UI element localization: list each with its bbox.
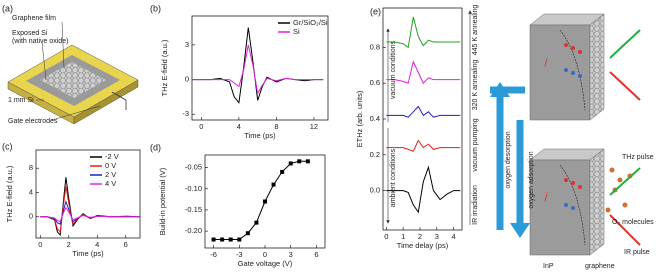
schematic-label: oxygen desorption [505,131,512,188]
y-tick-label: 0 [29,212,33,221]
x-tick-label: 0 [38,240,42,249]
device-diagram [7,21,139,125]
annotation: 320 K annealing [472,60,479,111]
annotation: vacuum pumping [472,118,479,171]
schematic-label: oxygen adsorption [528,151,535,208]
x-axis-label: Time (ps) [244,131,276,140]
schematic-label: graphene [585,263,615,270]
x-tick-label: 4 [95,240,99,249]
schematic [490,13,641,256]
panel-label: (a) [2,3,13,13]
y-axis-label: Build-in potential (V) [158,167,167,235]
y-tick-label: -0.15 [185,205,202,214]
x-tick-label: -6 [210,250,217,259]
y-tick-label: 0.2 [370,150,380,159]
data-point [271,182,276,187]
series-line [386,60,461,85]
y-tick-label: 0 [185,75,189,84]
data-point [305,159,310,164]
x-tick-label: 4 [452,232,456,241]
x-tick-label: 3 [435,232,439,241]
data-point [211,237,216,242]
data-point [220,237,225,242]
panel-label: (d) [150,142,161,152]
x-tick-label: 3 [289,250,293,259]
series-line [40,177,141,237]
annotation: ambient conditions [390,148,397,207]
y-tick-label: -0.10 [185,184,202,193]
y-tick-label: -0.05 [185,163,202,172]
panel-label: (c) [2,141,13,151]
schematic-label: InP [543,263,554,270]
y-tick-label: -0.20 [185,226,202,235]
diagram-label: Graphene film [12,15,56,22]
y-tick-label: 0.0 [370,186,380,195]
y-tick-label: 0.4 [370,114,380,123]
legend-label: 4 V [105,179,116,188]
data-point [280,169,285,174]
schematic-label: IR pulse [624,249,650,256]
current-label: j [543,57,548,68]
legend-label: 2 V [105,170,116,179]
panel-label: (b) [150,3,161,13]
series-line [386,16,461,49]
series-line [386,139,461,152]
plot-frame [191,15,329,121]
y-tick-label: 0.8 [370,42,380,51]
x-tick-label: 6 [124,240,128,249]
panel-label: (e) [370,6,381,16]
annotation: vacuum conditions [390,41,397,99]
x-tick-label: 0 [199,122,203,131]
schematic-label: O₂ molecules [612,219,654,226]
diagram-label: Gate electrodes [8,118,58,125]
data-point [237,237,242,242]
legend-label: -2 V [105,152,119,161]
y-tick-label: 0.6 [370,78,380,87]
legend-label: Si [293,27,300,36]
x-tick-label: 6 [314,250,318,259]
y-axis-label: THz E-field (a.u.) [160,39,169,96]
series-line [386,105,461,118]
legend-label: 0 V [105,161,116,170]
data-point [228,237,233,242]
series-line [213,160,308,240]
annotation: IR irradiation [472,185,479,225]
diagram-label: Exposed Si [12,30,48,37]
y-tick-label: 3 [185,40,189,49]
y-axis-label: ETHz (arb. units) [355,90,364,147]
series-line [386,165,461,214]
diagram-label: 1 mm Si [8,97,34,104]
x-tick-label: -3 [236,250,243,259]
x-axis-label: Time delay (ps) [397,241,449,250]
x-tick-label: 4 [237,122,241,131]
data-point [263,199,267,204]
x-tick-label: 0 [384,232,388,241]
current-label: j [543,192,548,203]
y-tick-label: 8 [29,163,33,172]
data-point [254,220,259,225]
x-axis-label: Gate voltage (V) [238,259,293,268]
legend-label: Gr/SiO₂/Si [293,18,328,27]
annotation: 445 K annealing [472,5,479,56]
x-axis-label: Time (ps) [72,249,104,258]
diagram-label: (with native oxide) [12,38,68,45]
x-tick-label: 1 [401,232,405,241]
series-line [40,206,140,223]
x-tick-label: 2 [67,240,71,249]
schematic-label: THz pulse [622,154,654,161]
data-point [288,161,293,166]
series-line [192,44,324,95]
y-tick-label: 4 [29,187,33,196]
x-tick-label: 2 [418,232,422,241]
x-tick-label: 0 [263,250,267,259]
x-tick-label: 8 [274,122,278,131]
data-point [245,231,250,236]
plot-frame [35,149,141,239]
y-axis-label: THz E-field (a.u.) [5,165,14,222]
y-tick-label: -3 [182,109,189,118]
data-point [297,159,302,164]
x-tick-label: 12 [310,122,318,131]
